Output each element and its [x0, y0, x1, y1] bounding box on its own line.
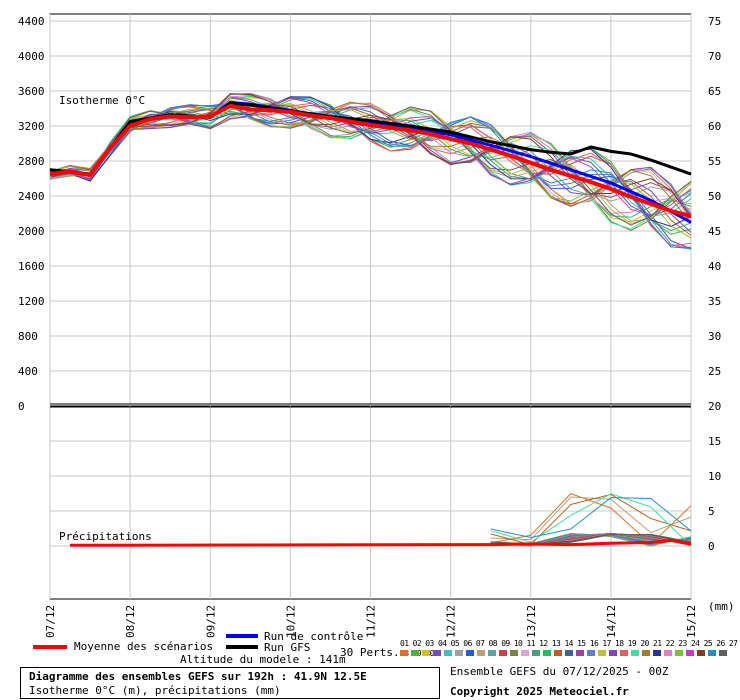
perts-label: 30 Perts. — [340, 646, 400, 659]
control-legend-swatch — [226, 634, 258, 638]
pert-color-box — [554, 650, 562, 656]
altitude-label: Altitude du modele : 141m — [180, 653, 346, 666]
control-legend-label: Run de contrôle — [264, 630, 364, 643]
pert-color-box — [422, 650, 430, 656]
x-tick-label: 11/12 — [365, 605, 378, 638]
ensemble-info: Ensemble GEFS du 07/12/2025 - 00Z — [450, 665, 669, 678]
right-tick-label: 0 — [708, 540, 715, 553]
y-tick-label: 2800 — [18, 155, 45, 168]
right-tick-label: 60 — [708, 120, 721, 133]
copyright: Copyright 2025 Meteociel.fr — [450, 685, 629, 698]
footer-title-box: Diagramme des ensembles GEFS sur 192h : … — [20, 667, 440, 699]
main-series-lines — [49, 100, 692, 547]
isotherm-title: Isotherme 0°C — [59, 94, 145, 107]
footer-title: Diagramme des ensembles GEFS sur 192h : … — [29, 670, 367, 683]
grid-lines — [49, 14, 692, 599]
mean-legend-label: Moyenne des scénarios — [74, 640, 214, 653]
y-tick-label: 4400 — [18, 15, 45, 28]
pert-color-box — [565, 650, 573, 656]
y-tick-label: 0 — [18, 400, 25, 413]
gfs-legend-swatch — [226, 645, 258, 649]
ensemble-precip-line — [490, 497, 692, 539]
pert-color-box — [697, 650, 705, 656]
right-tick-label: 10 — [708, 470, 721, 483]
y-tick-label: 400 — [18, 365, 38, 378]
y-tick-label: 3600 — [18, 85, 45, 98]
pert-color-box — [477, 650, 485, 656]
x-tick-label: 12/12 — [445, 605, 458, 638]
pert-color-box — [411, 650, 419, 656]
x-tick-label: 07/12 — [44, 605, 57, 638]
right-tick-label: 75 — [708, 15, 721, 28]
pert-color-box — [510, 650, 518, 656]
right-tick-label: 55 — [708, 155, 721, 168]
footer-subtitle: Isotherme 0°C (m), précipitations (mm) — [29, 684, 281, 697]
x-tick-label: 15/12 — [685, 605, 698, 638]
ensemble-precip-line — [490, 493, 692, 547]
pert-color-box — [587, 650, 595, 656]
y-tick-label: 3200 — [18, 120, 45, 133]
pert-color-box — [708, 650, 716, 656]
pert-color-box — [532, 650, 540, 656]
pert-numbers: 01 02 03 04 05 06 07 08 09 10 11 12 13 1… — [400, 639, 738, 658]
pert-color-box — [675, 650, 683, 656]
right-tick-label: 5 — [708, 505, 715, 518]
x-tick-label: 10/12 — [284, 605, 297, 638]
right-tick-label: 15 — [708, 435, 721, 448]
right-tick-label: 20 — [708, 400, 721, 413]
pert-color-box — [576, 650, 584, 656]
mean-legend-swatch — [33, 645, 67, 649]
right-tick-label: 30 — [708, 330, 721, 343]
mean-precip-line — [69, 538, 692, 547]
ensemble-line — [49, 93, 692, 219]
right-tick-label: 65 — [708, 85, 721, 98]
right-tick-label: 40 — [708, 260, 721, 273]
gfs-legend-label: Run GFS — [264, 641, 311, 654]
pert-color-box — [466, 650, 474, 656]
y-tick-label: 800 — [18, 330, 38, 343]
ensemble-precip-line — [490, 496, 692, 541]
x-tick-label: 14/12 — [605, 605, 618, 638]
pert-color-box — [400, 650, 408, 656]
pert-color-box — [653, 650, 661, 656]
pert-color-box — [444, 650, 452, 656]
pert-color-box — [620, 650, 628, 656]
y-tick-label: 1600 — [18, 260, 45, 273]
pert-color-box — [433, 650, 441, 656]
pert-color-box — [719, 650, 727, 656]
pert-color-box — [488, 650, 496, 656]
pert-color-box — [598, 650, 606, 656]
x-axis-unit: (mm) — [708, 600, 735, 613]
pert-color-box — [455, 650, 463, 656]
x-tick-label: 09/12 — [204, 605, 217, 638]
pert-color-box — [609, 650, 617, 656]
pert-color-box — [664, 650, 672, 656]
precip-title: Précipitations — [59, 530, 152, 543]
pert-color-box — [642, 650, 650, 656]
right-tick-label: 50 — [708, 190, 721, 203]
ensemble-line — [49, 104, 692, 226]
pert-color-box — [499, 650, 507, 656]
y-tick-label: 2400 — [18, 190, 45, 203]
x-tick-label: 08/12 — [124, 605, 137, 638]
pert-color-box — [543, 650, 551, 656]
pert-color-box — [521, 650, 529, 656]
pert-color-box — [686, 650, 694, 656]
x-tick-label: 13/12 — [525, 605, 538, 638]
pert-color-box — [631, 650, 639, 656]
right-tick-label: 45 — [708, 225, 721, 238]
ensemble-line — [49, 101, 692, 224]
mean-isotherm-line — [49, 103, 692, 219]
right-tick-label: 25 — [708, 365, 721, 378]
y-tick-label: 4000 — [18, 50, 45, 63]
ensemble-line — [49, 93, 692, 216]
right-tick-label: 35 — [708, 295, 721, 308]
y-tick-label: 2000 — [18, 225, 45, 238]
y-tick-label: 1200 — [18, 295, 45, 308]
right-tick-label: 70 — [708, 50, 721, 63]
